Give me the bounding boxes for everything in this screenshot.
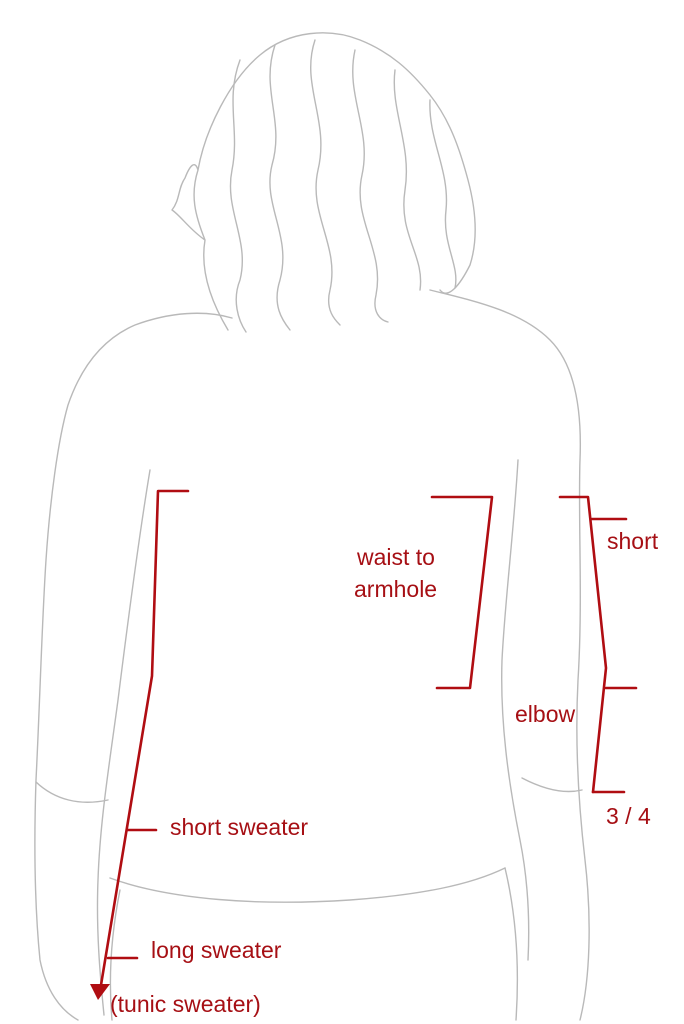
hair-strand xyxy=(393,69,422,291)
hair-outline xyxy=(171,32,476,331)
right-elbow-crease xyxy=(521,777,583,793)
label-tunic-sweater: (tunic sweater) xyxy=(110,991,261,1017)
hair-strand xyxy=(229,59,247,333)
figure-outline xyxy=(34,32,590,1021)
label-short-sweater: short sweater xyxy=(170,814,308,840)
label-elbow: elbow xyxy=(515,701,575,727)
waist-to-armhole-bracket xyxy=(430,495,494,690)
body-length-arrowhead xyxy=(90,984,110,1000)
torso-outline xyxy=(429,289,590,1021)
hair-strand xyxy=(429,99,457,289)
sweater-hem xyxy=(109,867,506,903)
label-waist-to-armhole-line1: waist to xyxy=(356,544,435,570)
label-waist-to-armhole-line2: armhole xyxy=(354,576,437,602)
label-long-sweater: long sweater xyxy=(151,937,282,963)
measurement-labels: waist to armhole short elbow 3 / 4 short… xyxy=(110,528,659,1017)
lower-body-outline xyxy=(109,889,121,1021)
hair-strand xyxy=(269,44,291,331)
left-elbow-crease xyxy=(35,781,109,803)
sleeve-length-bracket xyxy=(558,495,608,794)
torso-outline xyxy=(34,312,233,1021)
hair-strand xyxy=(352,49,389,323)
left-arm-inner xyxy=(96,469,151,1016)
measurement-markers xyxy=(90,489,638,1000)
lower-body-outline xyxy=(504,867,519,1021)
body-length-line xyxy=(99,489,190,987)
label-short-sleeve: short xyxy=(607,528,659,554)
hair-strand xyxy=(310,39,341,326)
label-three-quarter: 3 / 4 xyxy=(606,803,651,829)
right-arm-inner xyxy=(501,459,530,961)
